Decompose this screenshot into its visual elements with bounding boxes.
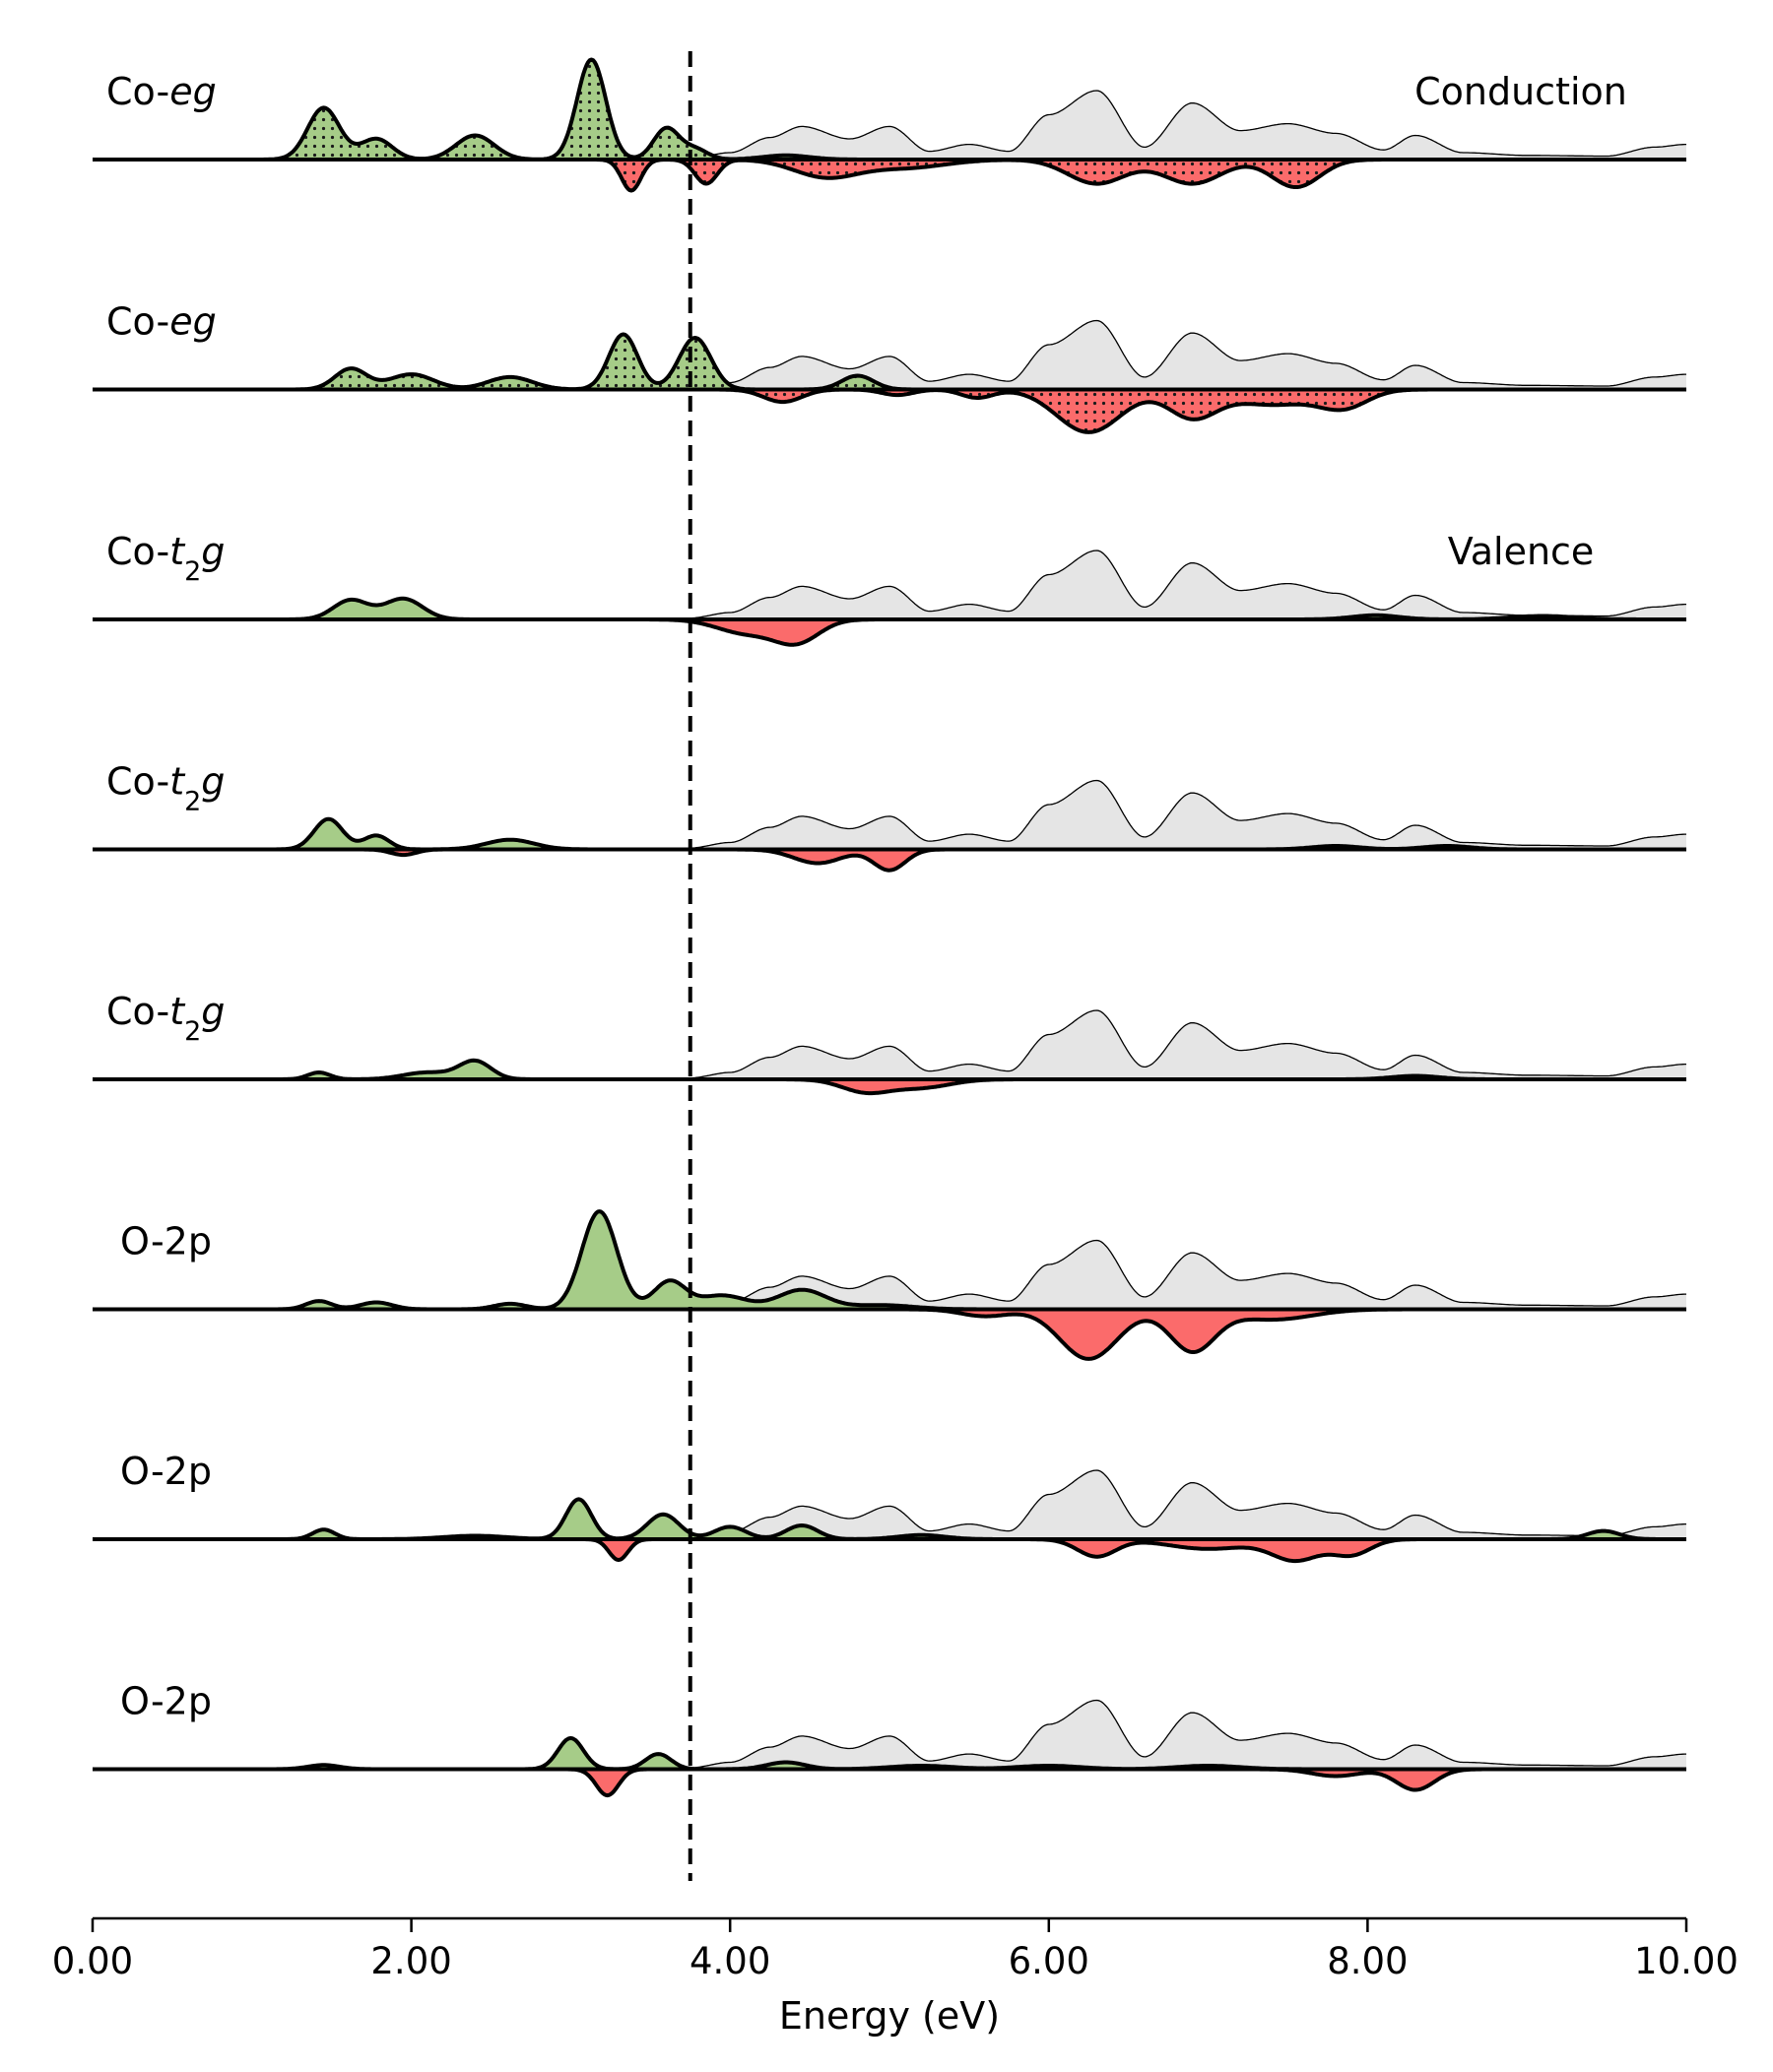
x-axis-label: Energy (eV)	[779, 1994, 1000, 2038]
panel-label: Co-t2g	[106, 530, 225, 587]
panel-7: O-2p	[92, 1450, 1687, 1564]
panel-6: O-2p	[92, 1209, 1687, 1361]
x-tick-label: 6.00	[1009, 1940, 1089, 1982]
spin-up-fill	[93, 1060, 1686, 1079]
background-dos-fill	[93, 320, 1686, 390]
x-ticks: 0.00 2.00 4.00 6.00 8.00 10.00	[52, 1918, 1739, 1982]
panel-label: Co-eg	[106, 70, 217, 113]
conduction-annotation: Conduction	[1414, 70, 1627, 113]
spin-down-line	[92, 1537, 1687, 1564]
x-tick-label: 10.00	[1634, 1940, 1739, 1982]
panel-label: Co-t2g	[106, 990, 225, 1047]
panel-label: O-2p	[120, 1450, 212, 1493]
spin-down-hatch	[93, 389, 1686, 432]
spin-down-line	[92, 617, 1687, 647]
background-dos-fill	[93, 1240, 1686, 1310]
spin-down-fill	[93, 1539, 1686, 1562]
spin-down-fill	[93, 1079, 1686, 1094]
x-axis: 0.00 2.00 4.00 6.00 8.00 10.00 Energy (eV)	[52, 1916, 1739, 2038]
panel-4: Co-t2g	[92, 760, 1687, 873]
x-tick-label: 0.00	[52, 1940, 133, 1982]
x-tick-label: 8.00	[1327, 1940, 1408, 1982]
spin-down-fill	[93, 619, 1686, 645]
panel-label: Co-t2g	[106, 760, 225, 817]
panels-layer: Co-eg Co-eg Co-t2g Co-t2g Co-t2g O-2p O-2p O-2p	[92, 57, 1687, 1798]
spin-down-line	[92, 1767, 1687, 1798]
background-dos-fill	[93, 1700, 1686, 1770]
spin-down-fill	[93, 1309, 1686, 1359]
panel-5: Co-t2g	[92, 990, 1687, 1096]
x-tick-label: 4.00	[690, 1940, 770, 1982]
valence-annotation: Valence	[1448, 530, 1595, 573]
x-tick-label: 2.00	[370, 1940, 451, 1982]
spin-down-hatch	[93, 160, 1686, 191]
panel-2: Co-eg	[92, 300, 1687, 434]
background-dos-fill	[93, 1010, 1686, 1079]
spin-down-line	[92, 387, 1687, 434]
panel-label: Co-eg	[106, 300, 217, 344]
spin-down-line	[92, 1307, 1687, 1361]
panel-3: Co-t2g	[92, 530, 1687, 647]
background-dos-fill	[93, 91, 1686, 160]
panel-1: Co-eg	[92, 57, 1687, 193]
panel-label: O-2p	[120, 1220, 212, 1263]
background-dos-fill	[93, 780, 1686, 850]
spin-down-fill	[93, 849, 1686, 871]
panel-label: O-2p	[120, 1680, 212, 1723]
background-dos-fill	[93, 1470, 1686, 1539]
panel-8: O-2p	[92, 1680, 1687, 1798]
background-dos-fill	[93, 550, 1686, 619]
